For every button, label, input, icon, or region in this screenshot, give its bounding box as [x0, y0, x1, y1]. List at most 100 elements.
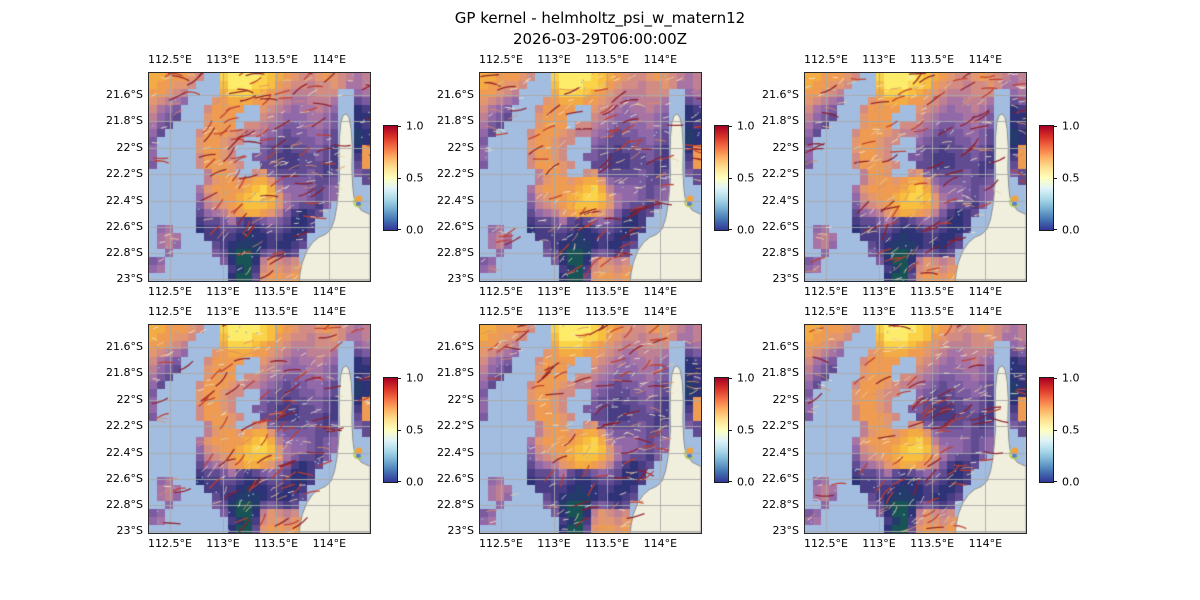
colorbar-tick-label: 0.5	[1062, 171, 1080, 185]
y-tick-label: 21.6°S	[437, 340, 474, 354]
x-tick-label: 113°E	[862, 537, 896, 550]
colorbar: 1.0 0.5 0.0	[383, 120, 424, 237]
colorbar-tick-label: 1.0	[406, 371, 424, 385]
y-tick-label: 22°S	[447, 140, 474, 154]
y-tick-label: 22.2°S	[106, 419, 143, 433]
x-tick-label: 112.5°E	[479, 537, 523, 550]
map-canvas	[804, 324, 1027, 534]
y-tick-label: 21.8°S	[106, 114, 143, 128]
y-tick-label: 23°S	[116, 272, 143, 286]
x-tick-label: 112.5°E	[148, 285, 192, 298]
x-tick-label: 113°E	[206, 305, 240, 318]
colorbar-tick	[728, 126, 732, 127]
x-tick-label: 114°E	[643, 537, 678, 550]
x-tick-label: 113.5°E	[910, 537, 955, 550]
map-canvas	[804, 72, 1027, 282]
y-tick-label: 21.6°S	[437, 88, 474, 102]
colorbar-tick-label: 0.5	[1062, 423, 1080, 437]
y-tick-label: 22.2°S	[762, 167, 799, 181]
x-tick-label: 113.5°E	[585, 285, 630, 298]
y-tick-label: 22.4°S	[106, 445, 143, 459]
colorbar-tick-label: 1.0	[406, 119, 424, 133]
x-tick-label: 113°E	[206, 53, 240, 66]
x-tick-label: 112.5°E	[479, 285, 523, 298]
y-tick-label: 21.8°S	[762, 366, 799, 380]
subplot-row0-col2: 112.5°E 112.5°E 113°E 113°E 113.5°E 113.5°E 11…	[762, 53, 1079, 298]
colorbar-tick	[1053, 378, 1057, 379]
y-tick-label: 21.6°S	[762, 88, 799, 102]
y-tick-label: 22.6°S	[106, 219, 143, 233]
colorbar-tick	[397, 229, 401, 230]
y-tick-label: 22°S	[447, 392, 474, 406]
colorbar-tick	[397, 481, 401, 482]
y-tick-label: 22.6°S	[762, 471, 799, 485]
map-canvas	[148, 72, 371, 282]
y-tick-label: 21.8°S	[437, 366, 474, 380]
subplot-row1-col0: 112.5°E 112.5°E 113°E 113°E 113.5°E 113.5°E 11…	[106, 305, 423, 550]
x-tick-label: 114°E	[312, 53, 347, 66]
x-tick-label: 112.5°E	[804, 305, 848, 318]
colorbar-tick	[728, 229, 732, 230]
x-tick-label: 114°E	[968, 53, 1003, 66]
colorbar-tick-label: 0.0	[737, 475, 755, 489]
y-tick-label: 22.8°S	[762, 498, 799, 512]
y-tick-label: 22.8°S	[437, 498, 474, 512]
y-tick-label: 23°S	[772, 272, 799, 286]
y-tick-label: 23°S	[116, 524, 143, 538]
x-tick-label: 114°E	[312, 537, 347, 550]
x-tick-label: 114°E	[968, 305, 1003, 318]
subplot-row1-col1: 112.5°E 112.5°E 113°E 113°E 113.5°E 113.5°E 11…	[437, 305, 754, 550]
colorbar-tick-label: 0.5	[406, 171, 424, 185]
y-tick-label: 21.8°S	[106, 366, 143, 380]
y-tick-label: 21.6°S	[762, 340, 799, 354]
x-tick-label: 113°E	[862, 285, 896, 298]
x-tick-label: 113°E	[537, 305, 571, 318]
y-tick-label: 22.4°S	[437, 445, 474, 459]
colorbar: 1.0 0.5 0.0	[714, 120, 755, 237]
x-tick-label: 112.5°E	[479, 305, 523, 318]
colorbar-tick	[728, 378, 732, 379]
x-tick-label: 113°E	[206, 285, 240, 298]
y-tick-label: 23°S	[772, 524, 799, 538]
y-tick-label: 21.6°S	[106, 88, 143, 102]
x-tick-label: 112.5°E	[804, 53, 848, 66]
colorbar-tick	[397, 126, 401, 127]
x-tick-label: 112.5°E	[479, 53, 523, 66]
y-tick-label: 22.2°S	[437, 419, 474, 433]
colorbar-tick-label: 0.5	[737, 171, 755, 185]
colorbar-tick	[1053, 178, 1057, 179]
y-tick-label: 21.8°S	[762, 114, 799, 128]
subplot-row1-col2: 112.5°E 112.5°E 113°E 113°E 113.5°E 113.5°E 11…	[762, 305, 1079, 550]
x-tick-label: 112.5°E	[148, 53, 192, 66]
colorbar-tick-label: 0.0	[1062, 475, 1080, 489]
x-tick-label: 112.5°E	[148, 305, 192, 318]
x-tick-label: 113°E	[862, 53, 896, 66]
y-tick-label: 22.6°S	[437, 219, 474, 233]
x-tick-label: 113°E	[537, 53, 571, 66]
y-tick-label: 22°S	[116, 140, 143, 154]
colorbar-tick-label: 0.0	[406, 223, 424, 237]
x-tick-label: 113.5°E	[585, 537, 630, 550]
colorbar: 1.0 0.5 0.0	[1039, 372, 1080, 489]
x-tick-label: 113°E	[206, 537, 240, 550]
colorbar-tick-label: 0.5	[406, 423, 424, 437]
colorbar-tick	[1053, 126, 1057, 127]
subplot-row0-col1: 112.5°E 112.5°E 113°E 113°E 113.5°E 113.5°E 11…	[437, 53, 754, 298]
y-tick-label: 22.4°S	[762, 193, 799, 207]
colorbar-tick	[1053, 229, 1057, 230]
y-tick-label: 22.8°S	[106, 498, 143, 512]
y-tick-label: 23°S	[447, 272, 474, 286]
colorbar: 1.0 0.5 0.0	[1039, 120, 1080, 237]
x-tick-label: 113.5°E	[254, 537, 299, 550]
x-tick-label: 112.5°E	[148, 537, 192, 550]
y-tick-label: 22.8°S	[106, 246, 143, 260]
x-tick-label: 114°E	[643, 305, 678, 318]
colorbar-tick-label: 0.0	[406, 475, 424, 489]
colorbar-tick	[397, 378, 401, 379]
colorbar-tick	[728, 178, 732, 179]
x-tick-label: 112.5°E	[804, 285, 848, 298]
colorbar-tick	[1053, 481, 1057, 482]
x-tick-label: 112.5°E	[804, 537, 848, 550]
y-tick-label: 22.8°S	[437, 246, 474, 260]
